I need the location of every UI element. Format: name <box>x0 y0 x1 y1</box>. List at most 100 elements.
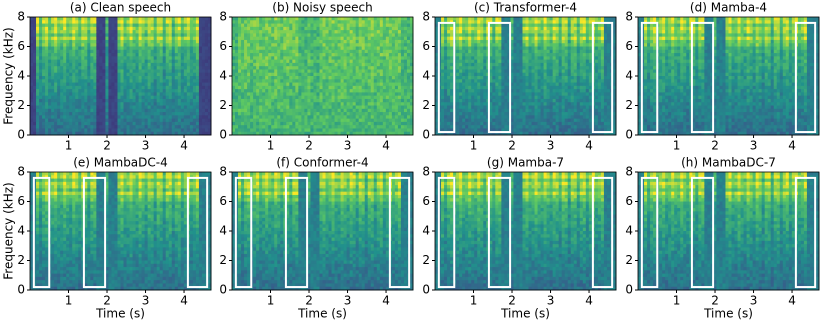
spectrogram-cell <box>389 40 393 44</box>
spectrogram-cell <box>477 50 481 54</box>
spectrogram-cell <box>286 17 290 21</box>
spectrogram-cell <box>371 79 375 83</box>
spectrogram-cell <box>344 69 348 73</box>
spectrogram-cell <box>232 79 236 83</box>
spectrogram-cell <box>398 33 402 37</box>
spectrogram-cell <box>319 33 323 37</box>
spectrogram-cell <box>202 43 206 47</box>
spectrogram-cell <box>145 109 149 113</box>
spectrogram-cell <box>178 30 182 34</box>
spectrogram-cell <box>148 92 152 96</box>
spectrogram-cell <box>121 76 125 80</box>
spectrogram-cell <box>477 60 481 64</box>
spectrogram-cell <box>280 47 284 51</box>
spectrogram-cell <box>380 96 384 100</box>
spectrogram-cell <box>157 69 161 73</box>
spectrogram-cell <box>483 106 487 110</box>
spectrogram-cell <box>169 128 173 132</box>
spectrogram-cell <box>232 106 236 110</box>
spectrogram-cell <box>365 106 369 110</box>
spectrogram-cell <box>271 83 275 87</box>
spectrogram-cell <box>81 53 85 57</box>
spectrogram-cell <box>151 89 155 93</box>
spectrogram-cell <box>301 92 305 96</box>
spectrogram-cell <box>283 115 287 119</box>
spectrogram-cell <box>136 106 140 110</box>
spectrogram-cell <box>407 73 411 77</box>
spectrogram-cell <box>90 17 94 21</box>
spectrogram-cell <box>289 102 293 106</box>
spectrogram-cell <box>136 17 140 21</box>
spectrogram-cell <box>362 47 366 51</box>
spectrogram-cell <box>301 96 305 100</box>
spectrogram-cell <box>380 76 384 80</box>
spectrogram-cell <box>199 37 203 41</box>
spectrogram-cell <box>148 76 152 80</box>
spectrogram-cell <box>30 122 34 126</box>
spectrogram-cell <box>329 47 333 51</box>
spectrogram-cell <box>151 102 155 106</box>
spectrogram-cell <box>235 79 239 83</box>
spectrogram-cell <box>313 76 317 80</box>
spectrogram-cell <box>304 66 308 70</box>
spectrogram-cell <box>483 125 487 129</box>
spectrogram-cell <box>81 86 85 90</box>
spectrogram-cell <box>456 53 460 57</box>
spectrogram-cell <box>154 86 158 90</box>
spectrogram-cell <box>483 40 487 44</box>
spectrogram-cell <box>108 27 112 31</box>
spectrogram-cell <box>190 20 194 24</box>
spectrogram-cell <box>277 37 281 41</box>
spectrogram-cell <box>329 106 333 110</box>
spectrogram-cell <box>483 112 487 116</box>
spectrogram-cell <box>163 73 167 77</box>
spectrogram-cell <box>347 27 351 31</box>
spectrogram-cell <box>238 112 242 116</box>
spectrogram-cell <box>136 79 140 83</box>
spectrogram-cell <box>407 63 411 67</box>
spectrogram-cell <box>268 17 272 21</box>
spectrogram-cell <box>66 30 70 34</box>
spectrogram-cell <box>313 20 317 24</box>
spectrogram-cell <box>102 79 106 83</box>
spectrogram-cell <box>474 24 478 28</box>
spectrogram-cell <box>474 83 478 87</box>
spectrogram-cell <box>232 76 236 80</box>
spectrogram-cell <box>323 66 327 70</box>
spectrogram-cell <box>395 53 399 57</box>
spectrogram-cell <box>301 24 305 28</box>
spectrogram-cell <box>338 50 342 54</box>
spectrogram-cell <box>108 92 112 96</box>
spectrogram-cell <box>350 115 354 119</box>
spectrogram-cell <box>69 106 73 110</box>
spectrogram-cell <box>111 115 115 119</box>
spectrogram-cell <box>163 53 167 57</box>
spectrogram-cell <box>462 89 466 93</box>
spectrogram-cell <box>238 37 242 41</box>
spectrogram-cell <box>30 106 34 110</box>
spectrogram-cell <box>154 115 158 119</box>
spectrogram-cell <box>462 128 466 132</box>
spectrogram-cell <box>468 56 472 60</box>
spectrogram-cell <box>111 99 115 103</box>
spectrogram-cell <box>450 122 454 126</box>
spectrogram-cell <box>465 60 469 64</box>
spectrogram-cell <box>256 89 260 93</box>
spectrogram-cell <box>133 92 137 96</box>
spectrogram-cell <box>386 76 390 80</box>
spectrogram-cell <box>298 92 302 96</box>
spectrogram-cell <box>202 69 206 73</box>
spectrogram-cell <box>117 20 121 24</box>
spectrogram-cell <box>127 128 131 132</box>
spectrogram-cell <box>117 73 121 77</box>
spectrogram-cell <box>356 17 360 21</box>
spectrogram-cell <box>130 106 134 110</box>
spectrogram-cell <box>253 128 257 132</box>
spectrogram-cell <box>292 37 296 41</box>
spectrogram-cell <box>124 56 128 60</box>
spectrogram-cell <box>395 79 399 83</box>
spectrogram-cell <box>193 86 197 90</box>
spectrogram-cell <box>166 99 170 103</box>
spectrogram-cell <box>350 17 354 21</box>
spectrogram-cell <box>72 53 76 57</box>
